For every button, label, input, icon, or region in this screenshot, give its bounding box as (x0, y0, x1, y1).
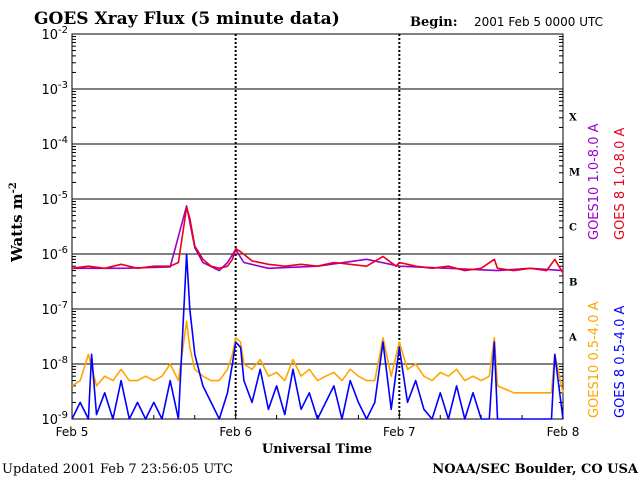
flare-class-label: A (568, 333, 577, 344)
x-tick-label: Feb 7 (383, 425, 416, 439)
flare-class-label: X (569, 113, 577, 124)
x-axis-ticks: Feb 5 Feb 6 Feb 7 Feb 8 (56, 411, 580, 439)
y-tick-label: 10-9 (41, 410, 68, 428)
y-tick-label: 10-4 (41, 135, 68, 153)
flare-class-label: B (569, 278, 577, 289)
legend-label: GOES10 1.0-8.0 A (587, 123, 602, 240)
y-tick-label: 10-2 (41, 25, 68, 43)
series-line-2 (71, 320, 564, 394)
y-axis-ticks: 10-9 10-8 10-7 10-6 10-5 10-4 10-3 10-2 (41, 25, 563, 428)
series-line-3 (71, 253, 564, 420)
y-axis-label-group: Watts m-2 (8, 182, 26, 263)
y-axis-label-text: Watts m (8, 193, 26, 263)
legend-label: GOES 8 1.0-8.0 A (613, 128, 628, 240)
flare-class-label: C (569, 223, 577, 234)
legend: GOES10 1.0-8.0 A GOES 8 1.0-8.0 A GOES10 0… (587, 123, 628, 418)
x-axis-label: Universal Time (262, 442, 372, 457)
y-axis-label-exponent: -2 (8, 182, 19, 193)
plot-frame (71, 33, 564, 420)
updated-text: Updated 2001 Feb 7 23:56:05 UTC (2, 462, 233, 477)
legend-entry: GOES 8 0.5-4.0 A (613, 306, 628, 418)
flare-class-label: M (569, 168, 580, 179)
begin-value: 2001 Feb 5 0000 UTC (474, 15, 603, 29)
legend-entry: GOES10 1.0-8.0 A (587, 123, 602, 240)
chart-title: GOES Xray Flux (5 minute data) (34, 9, 340, 29)
x-tick-label: Feb 6 (219, 425, 252, 439)
plot-border (71, 33, 564, 420)
x-tick-label: Feb 5 (56, 425, 89, 439)
legend-entry: GOES10 0.5-4.0 A (587, 301, 602, 418)
y-tick-label: 10-3 (41, 80, 68, 98)
y-tick-label: 10-6 (41, 245, 68, 263)
legend-label: GOES10 0.5-4.0 A (587, 301, 602, 418)
gridlines (72, 34, 563, 419)
begin-label: Begin: (410, 15, 458, 30)
series-layer (71, 205, 564, 420)
flare-class-labels: A B C M X (568, 113, 580, 344)
x-tick-label: Feb 8 (547, 425, 580, 439)
y-tick-label: 10-5 (41, 190, 68, 208)
y-axis-label: Watts m-2 (8, 182, 26, 263)
source-text: NOAA/SEC Boulder, CO USA (432, 462, 639, 477)
legend-label: GOES 8 0.5-4.0 A (613, 306, 628, 418)
y-tick-label: 10-7 (41, 300, 68, 318)
series-line-1 (71, 206, 564, 274)
y-tick-label: 10-8 (41, 355, 68, 373)
legend-entry: GOES 8 1.0-8.0 A (613, 128, 628, 240)
